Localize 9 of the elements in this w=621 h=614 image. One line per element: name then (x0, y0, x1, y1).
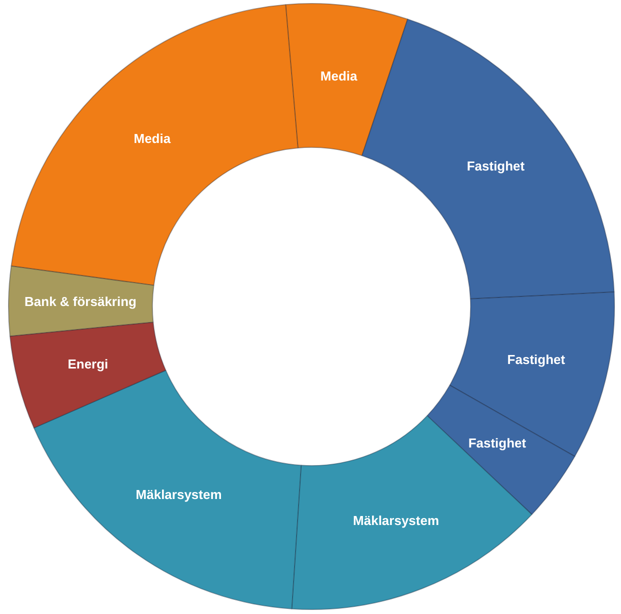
slice-label: Fastighet (466, 158, 526, 174)
slice-label: Fastighet (507, 352, 566, 367)
slice-label: Bank & försäkring (24, 294, 137, 309)
slice-label: Fastighet (468, 436, 527, 451)
slice-label: Mäklarsystem (136, 487, 222, 502)
slice-label: Media (320, 68, 358, 84)
slice-label: Energi (68, 356, 108, 372)
slice-label: Mäklarsystem (353, 513, 440, 528)
slice-label: Media (134, 130, 172, 146)
